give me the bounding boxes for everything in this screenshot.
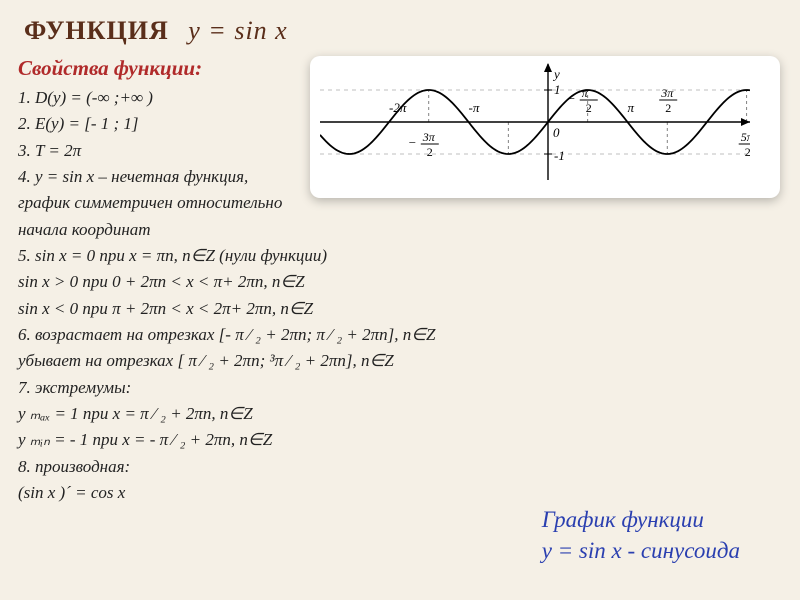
property-line: sin x < 0 при π + 2πn < x < 2π+ 2πn, n∈Z <box>18 296 780 322</box>
svg-text:2: 2 <box>665 101 671 115</box>
page-title: ФУНКЦИЯ y = sin x <box>0 0 800 46</box>
property-line: sin x > 0 при 0 + 2πn < x < π+ 2πn, n∈Z <box>18 269 780 295</box>
title-caps: ФУНКЦИЯ <box>24 16 169 45</box>
svg-text:-1: -1 <box>554 148 565 163</box>
svg-text:5π: 5π <box>741 130 750 144</box>
property-line: 8. производная: <box>18 454 780 480</box>
graph-panel: -2π-ππ3π01-1yx−π23π27π2−3π25π2 <box>310 56 780 198</box>
svg-text:−: − <box>568 91 575 106</box>
svg-text:−: − <box>409 135 416 150</box>
svg-text:2: 2 <box>586 101 592 115</box>
graph-caption: График функции y = sin x - синусоида <box>542 504 740 566</box>
svg-text:3π: 3π <box>422 130 436 144</box>
property-line: 5. sin x = 0 при x = πn, n∈Z (нули функц… <box>18 243 780 269</box>
property-line: начала координат <box>18 217 780 243</box>
property-line: (sin x )´ = cos x <box>18 480 780 506</box>
sine-graph: -2π-ππ3π01-1yx−π23π27π2−3π25π2 <box>320 62 750 180</box>
svg-text:π: π <box>627 100 634 115</box>
svg-text:π: π <box>582 86 589 100</box>
svg-text:2: 2 <box>427 145 433 159</box>
svg-text:y: y <box>552 66 560 81</box>
caption-line-2: y = sin x - синусоида <box>542 535 740 566</box>
title-equation: y = sin x <box>188 16 287 45</box>
svg-text:-2π: -2π <box>389 100 407 115</box>
property-line: y ₘᵢₙ = - 1 при x = - π ⁄ ₂ + 2πn, n∈Z <box>18 427 780 453</box>
caption-line-1: График функции <box>542 504 740 535</box>
svg-text:-π: -π <box>469 100 480 115</box>
svg-text:3π: 3π <box>660 86 674 100</box>
property-line: 7. экстремумы: <box>18 375 780 401</box>
svg-text:0: 0 <box>553 125 560 140</box>
property-line: 6. возрастает на отрезках [- π ⁄ ₂ + 2πn… <box>18 322 780 348</box>
svg-text:2: 2 <box>745 145 750 159</box>
property-line: убывает на отрезках [ π ⁄ ₂ + 2πn; ³π ⁄ … <box>18 348 780 374</box>
property-line: y ₘₐₓ = 1 при x = π ⁄ ₂ + 2πn, n∈Z <box>18 401 780 427</box>
svg-text:1: 1 <box>554 82 561 97</box>
